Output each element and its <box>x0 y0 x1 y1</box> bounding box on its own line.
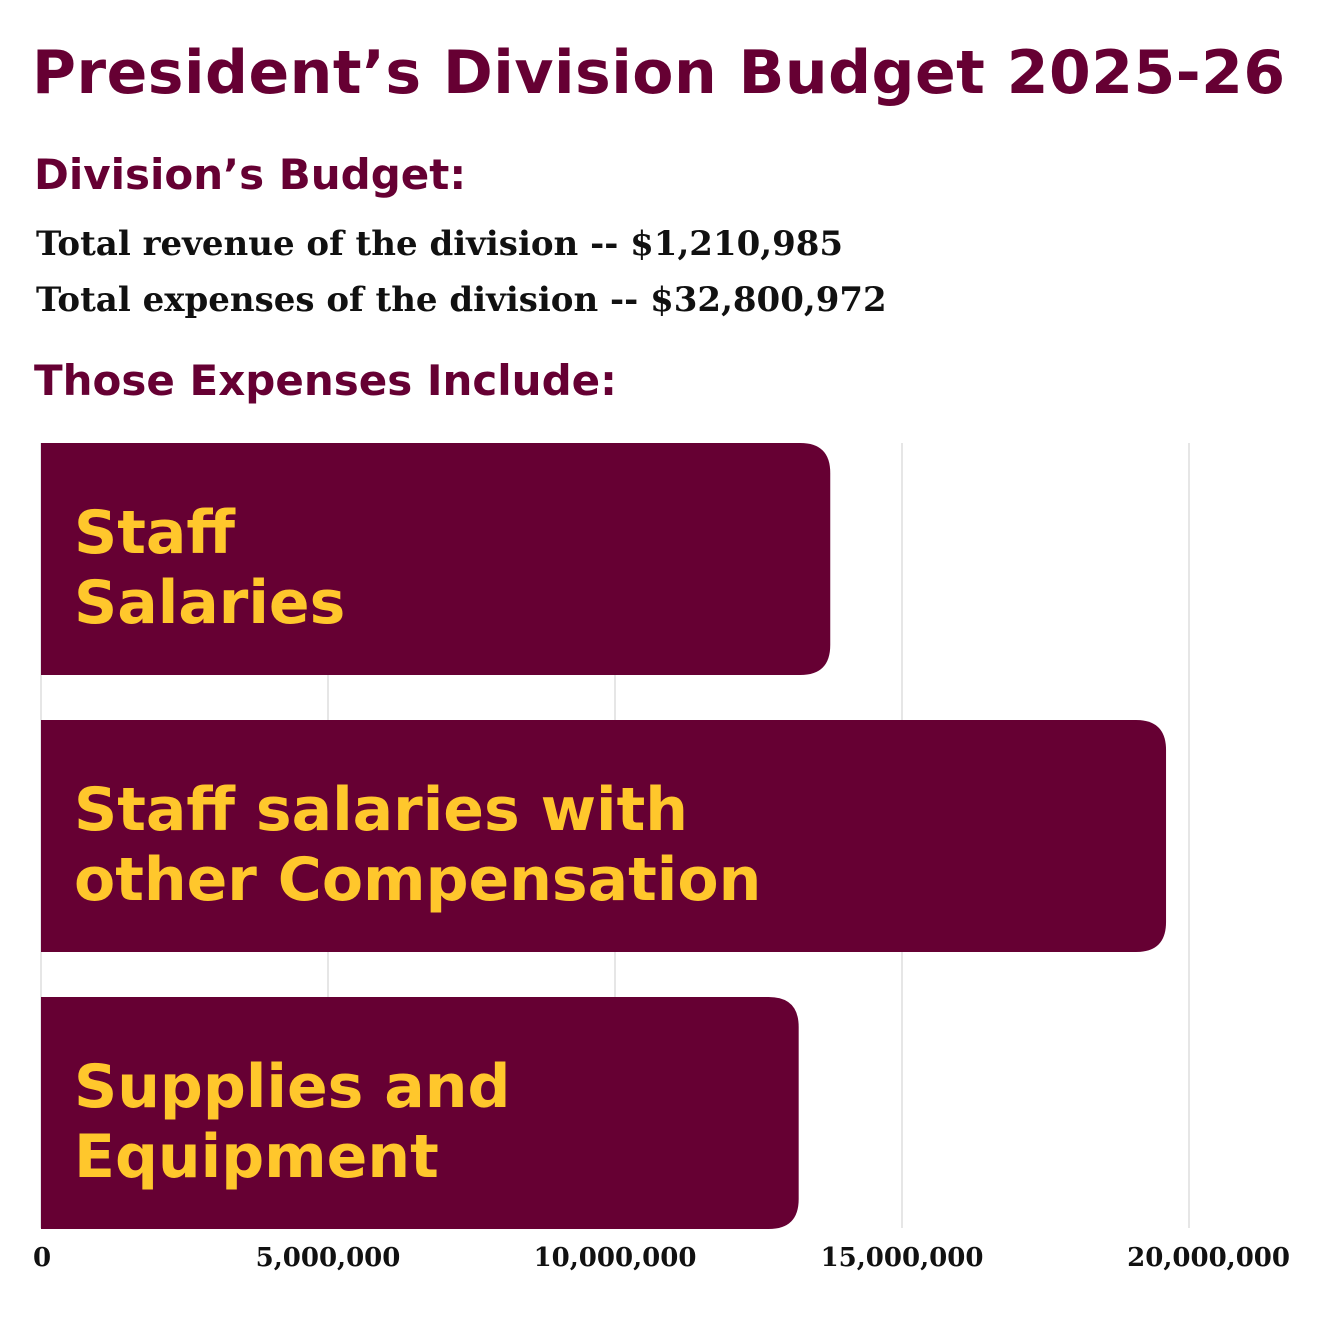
bar-label-0-line-1: Salaries <box>74 568 345 638</box>
x-tick-label-2: 10,000,000 <box>534 1243 697 1273</box>
bar-label-1-line-1: other Compensation <box>74 845 761 915</box>
x-tick-label-0: 0 <box>33 1243 51 1273</box>
bar-label-1-line-0: Staff salaries with <box>74 775 688 845</box>
x-tick-label-4: 20,000,000 <box>1127 1243 1290 1273</box>
bar-label-2-line-0: Supplies and <box>74 1052 510 1122</box>
bar-label-0-line-0: Staff <box>74 498 236 568</box>
bar-label-2-line-1: Equipment <box>74 1122 439 1192</box>
division-budget-heading: Division’s Budget: <box>34 150 467 199</box>
bar-label-2: Supplies and Equipment <box>74 1052 510 1192</box>
total-expenses-text: Total expenses of the division -- $32,80… <box>36 280 887 320</box>
x-tick-label-3: 15,000,000 <box>821 1243 984 1273</box>
total-revenue-text: Total revenue of the division -- $1,210,… <box>36 224 844 264</box>
page-title: President’s Division Budget 2025-26 <box>32 38 1286 108</box>
bar-0 <box>41 443 831 675</box>
bar-label-1: Staff salaries with other Compensation <box>74 775 761 915</box>
bar-label-0: Staff Salaries <box>74 498 345 638</box>
expenses-include-heading: Those Expenses Include: <box>34 356 617 405</box>
bar-1 <box>41 720 1167 952</box>
bar-2 <box>41 997 799 1229</box>
x-tick-label-1: 5,000,000 <box>256 1243 401 1273</box>
